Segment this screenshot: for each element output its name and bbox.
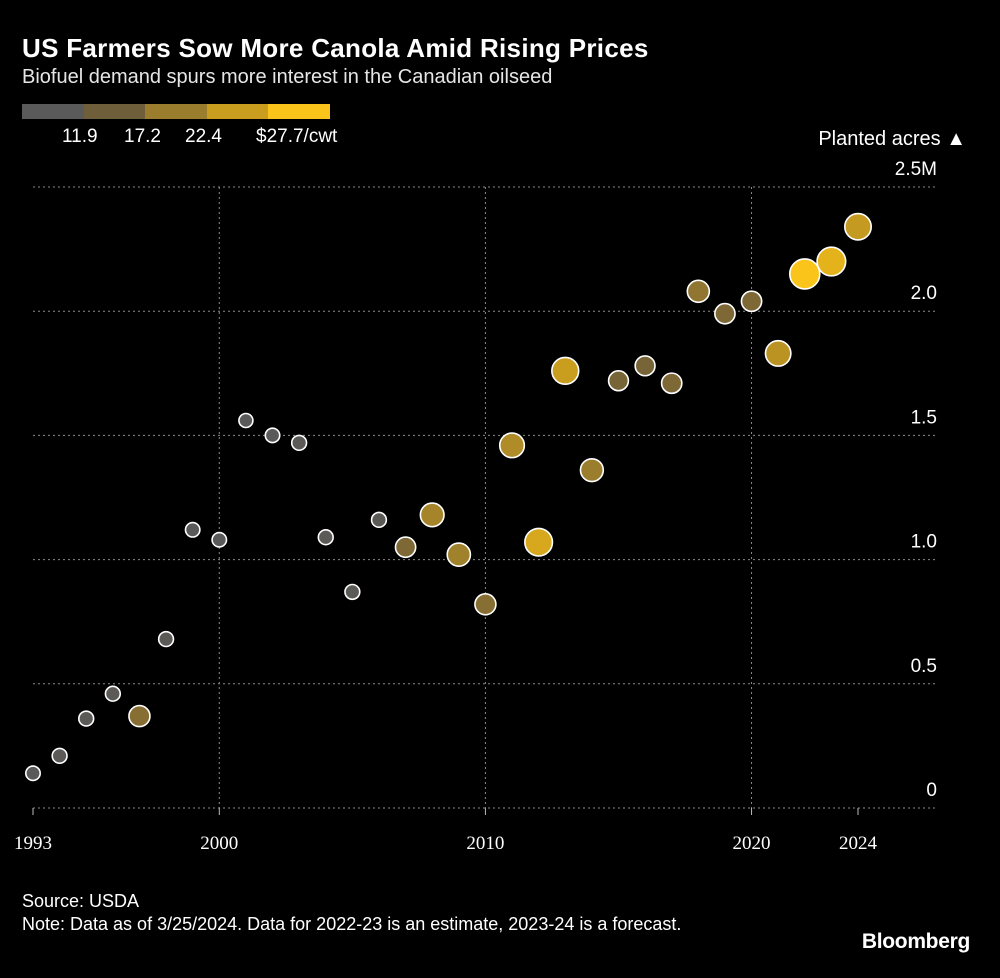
legend-swatch-3: [145, 104, 207, 119]
price-color-legend: [22, 104, 330, 119]
data-point-1994: [51, 747, 68, 765]
data-point-2002: [264, 427, 281, 444]
bloomberg-logo: Bloomberg: [861, 930, 970, 953]
data-point-1996: [104, 685, 122, 702]
data-point-2014: [579, 457, 605, 483]
y-tick-label: 0: [926, 780, 937, 801]
data-point-2020: [740, 290, 763, 313]
y-tick-label: 0.5: [911, 656, 937, 677]
data-point-2001: [238, 412, 254, 429]
data-point-2012: [524, 527, 554, 557]
legend-label-4: $27.7/cwt: [256, 126, 338, 147]
y-tick-label: 2.0: [911, 283, 937, 304]
data-point-2021: [764, 339, 792, 367]
x-tick-label: 2000: [200, 833, 238, 854]
source-text: Source: USDA: [22, 891, 140, 911]
y-axis-title: Planted acres ▲: [818, 128, 966, 150]
data-point-1995: [78, 710, 95, 727]
data-point-2011: [498, 432, 526, 459]
data-point-2019: [714, 302, 736, 325]
x-tick-label: 2024: [839, 833, 878, 854]
data-point-2013: [551, 356, 580, 386]
data-point-2024: [843, 212, 872, 241]
data-point-1998: [157, 630, 175, 648]
data-point-1993: [24, 765, 41, 782]
chart-title: US Farmers Sow More Canola Amid Rising P…: [22, 33, 649, 63]
data-point-2023: [816, 246, 847, 277]
data-point-1997: [128, 704, 151, 728]
legend-label-2: 17.2: [124, 126, 161, 147]
x-tick-label: 2010: [466, 833, 504, 854]
chart-subtitle: Biofuel demand spurs more interest in th…: [22, 66, 553, 88]
legend-swatch-1: [22, 104, 84, 119]
y-tick-label: 2.5M: [895, 159, 937, 180]
data-point-2010: [474, 593, 497, 616]
legend-label-1: 11.9: [62, 126, 98, 147]
gridlines: [33, 186, 935, 809]
legend-swatch-5: [268, 104, 330, 119]
data-point-2009: [446, 542, 472, 568]
legend-swatch-2: [83, 104, 146, 119]
y-tick-label: 1.5: [911, 407, 937, 428]
legend-swatch-4: [206, 104, 269, 119]
x-tick-label: 2020: [733, 833, 771, 854]
note-text: Note: Data as of 3/25/2024. Data for 202…: [22, 914, 682, 934]
data-point-2005: [344, 583, 361, 601]
axes: 0 0.5 1.0 1.5 2.0 2.5M 1993 2000 2010 2020 2024 Pla…: [14, 128, 966, 854]
data-points: [24, 212, 872, 782]
data-point-2008: [419, 502, 445, 528]
data-point-2017: [660, 372, 683, 395]
data-point-2000: [211, 531, 228, 548]
data-point-1999: [184, 521, 201, 538]
data-point-2006: [370, 511, 388, 529]
data-point-2003: [290, 434, 308, 452]
data-point-2015: [607, 370, 630, 392]
data-point-2016: [634, 355, 656, 377]
x-tick-label: 1993: [14, 833, 52, 854]
data-point-2004: [317, 529, 334, 546]
legend-label-3: 22.4: [185, 126, 222, 147]
data-point-2007: [394, 536, 417, 559]
data-point-2018: [686, 279, 711, 304]
data-point-2022: [788, 258, 821, 290]
y-tick-label: 1.0: [911, 532, 937, 553]
